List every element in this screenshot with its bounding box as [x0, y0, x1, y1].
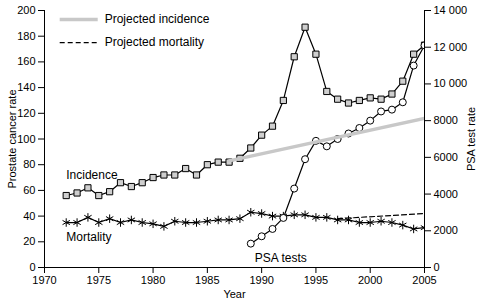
svg-text:2000: 2000 [434, 224, 458, 236]
svg-text:0: 0 [29, 261, 35, 273]
svg-text:1975: 1975 [87, 274, 111, 286]
svg-text:PSA test rate: PSA test rate [465, 107, 477, 171]
svg-text:60: 60 [23, 184, 35, 196]
svg-text:160: 160 [17, 55, 35, 67]
svg-text:1980: 1980 [141, 274, 165, 286]
svg-text:180: 180 [17, 30, 35, 42]
svg-text:120: 120 [17, 107, 35, 119]
svg-text:80: 80 [23, 158, 35, 170]
svg-text:1995: 1995 [304, 274, 328, 286]
svg-text:1985: 1985 [195, 274, 219, 286]
svg-text:0: 0 [434, 261, 440, 273]
svg-text:8000: 8000 [434, 114, 458, 126]
svg-text:40: 40 [23, 210, 35, 222]
svg-text:14 000: 14 000 [434, 4, 468, 16]
svg-text:Projected mortality: Projected mortality [105, 35, 204, 49]
svg-text:200: 200 [17, 4, 35, 16]
svg-text:4000: 4000 [434, 188, 458, 200]
svg-text:1970: 1970 [32, 274, 56, 286]
svg-text:PSA tests: PSA tests [255, 251, 307, 265]
svg-text:140: 140 [17, 81, 35, 93]
svg-text:20: 20 [23, 235, 35, 247]
svg-text:Prostate cancer rate: Prostate cancer rate [6, 89, 18, 188]
svg-text:Year: Year [223, 288, 246, 300]
svg-text:12 000: 12 000 [434, 41, 468, 53]
svg-text:Projected incidence: Projected incidence [105, 12, 210, 26]
svg-text:100: 100 [17, 133, 35, 145]
svg-text:Incidence: Incidence [66, 168, 118, 182]
svg-text:1990: 1990 [249, 274, 273, 286]
svg-text:Mortality: Mortality [66, 230, 111, 244]
svg-text:6000: 6000 [434, 151, 458, 163]
svg-text:2005: 2005 [412, 274, 436, 286]
svg-text:10 000: 10 000 [434, 77, 468, 89]
svg-text:2000: 2000 [358, 274, 382, 286]
